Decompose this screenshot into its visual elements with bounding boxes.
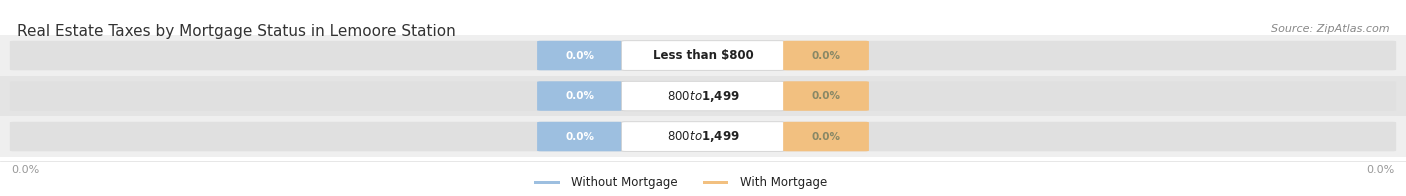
FancyBboxPatch shape [783,41,869,70]
FancyBboxPatch shape [10,81,1396,111]
FancyBboxPatch shape [10,122,1396,151]
Text: $800 to $1,499: $800 to $1,499 [666,89,740,103]
Text: Without Mortgage: Without Mortgage [571,176,678,189]
Text: Real Estate Taxes by Mortgage Status in Lemoore Station: Real Estate Taxes by Mortgage Status in … [17,24,456,39]
FancyBboxPatch shape [0,35,1406,76]
FancyBboxPatch shape [537,122,623,151]
Text: 0.0%: 0.0% [565,51,595,61]
Text: 0.0%: 0.0% [1367,165,1395,175]
Text: Source: ZipAtlas.com: Source: ZipAtlas.com [1271,24,1389,34]
Text: 0.0%: 0.0% [811,51,841,61]
FancyBboxPatch shape [783,81,869,111]
Text: 0.0%: 0.0% [11,165,39,175]
FancyBboxPatch shape [621,122,785,151]
FancyBboxPatch shape [10,41,1396,70]
Text: 0.0%: 0.0% [565,91,595,101]
FancyBboxPatch shape [783,122,869,151]
FancyBboxPatch shape [534,181,560,184]
Text: With Mortgage: With Mortgage [740,176,827,189]
Text: 0.0%: 0.0% [811,132,841,142]
FancyBboxPatch shape [0,116,1406,157]
FancyBboxPatch shape [537,81,623,111]
FancyBboxPatch shape [621,81,785,111]
Text: 0.0%: 0.0% [565,132,595,142]
FancyBboxPatch shape [0,76,1406,116]
FancyBboxPatch shape [621,41,785,70]
FancyBboxPatch shape [537,41,623,70]
Text: Less than $800: Less than $800 [652,49,754,62]
Text: 0.0%: 0.0% [811,91,841,101]
FancyBboxPatch shape [703,181,728,184]
Text: $800 to $1,499: $800 to $1,499 [666,129,740,144]
